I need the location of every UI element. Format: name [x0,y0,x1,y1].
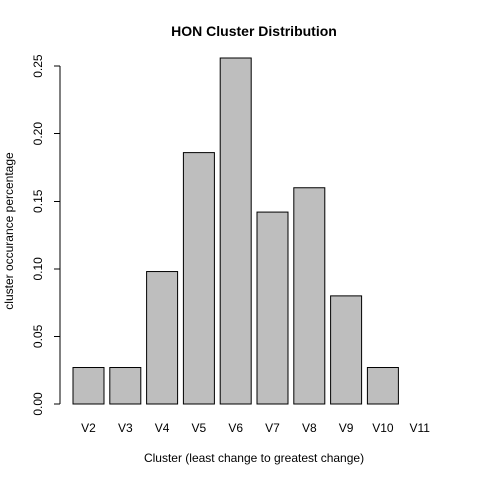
x-tick-label-v5: V5 [192,421,207,435]
y-tick-label: 0.25 [31,54,45,78]
x-tick-label-v10: V10 [372,421,394,435]
bar-v8 [293,187,326,405]
y-tick-label: 0.00 [31,392,45,416]
x-tick-label-v3: V3 [118,421,133,435]
bar-v3 [109,367,142,405]
bar-v10 [366,367,399,405]
bar-v7 [256,211,289,405]
bar-v5 [182,152,215,405]
y-tick-label: 0.15 [31,189,45,213]
y-tick-label: 0.05 [31,324,45,348]
y-axis-label: cluster occurance percentage [2,152,16,310]
x-tick-label-v8: V8 [302,421,317,435]
x-tick-label-v4: V4 [155,421,170,435]
bars-group [72,57,399,405]
y-tick-label: 0.20 [31,122,45,146]
x-tick-labels: V2 V3 V4 V5 V6 V7 V8 V9 V10 V11 [81,421,430,435]
x-tick-label-v11: V11 [409,421,430,435]
x-tick-label-v9: V9 [339,421,354,435]
x-axis-label: Cluster (least change to greatest change… [144,451,364,465]
y-axis: 0.00 0.05 0.10 0.15 0.20 0.25 [31,54,61,416]
y-tick-label: 0.10 [31,257,45,281]
bar-v2 [72,367,105,405]
bar-v6 [219,57,252,405]
x-tick-label-v6: V6 [228,421,243,435]
bar-v9 [330,295,363,405]
bar-v4 [146,271,179,405]
x-tick-label-v7: V7 [265,421,280,435]
chart-title: HON Cluster Distribution [171,23,337,39]
x-tick-label-v2: V2 [81,421,96,435]
